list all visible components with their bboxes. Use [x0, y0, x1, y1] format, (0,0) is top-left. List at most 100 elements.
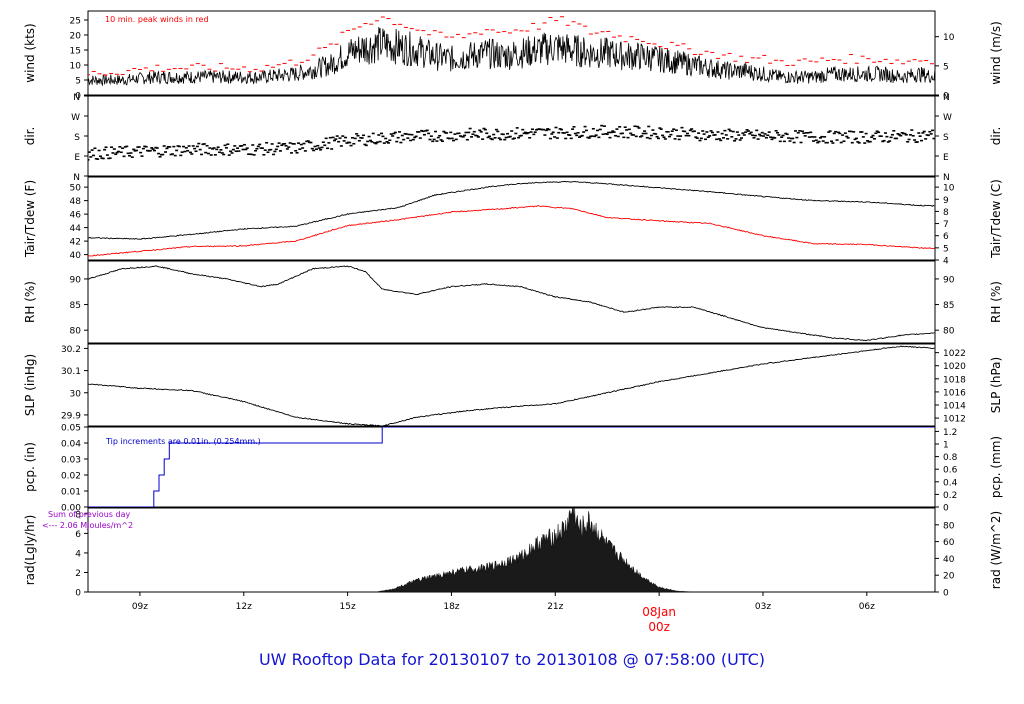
- temperature-ytick-label: 44: [70, 224, 82, 234]
- pressure-ylabel-right: SLP (hPa): [989, 357, 1003, 413]
- series-slp: [88, 345, 935, 426]
- pressure-frame: [87, 343, 936, 427]
- pressure-ylabel: SLP (inHg): [23, 354, 37, 416]
- pressure-ytick-label-right: 1022: [943, 349, 966, 359]
- radiation-annotation: <--- 2.06 MJoules/m^2: [42, 521, 133, 530]
- wind-ytick-label: 10: [70, 62, 82, 72]
- precipitation-ytick-label: 0.01: [61, 488, 81, 498]
- radiation-ytick-label-right: 40: [943, 555, 955, 565]
- precipitation-ytick-label: 0.05: [61, 424, 81, 434]
- x-tick-label: 12z: [236, 602, 252, 612]
- precipitation-ytick-label-right: 1: [943, 441, 949, 451]
- direction-ytick-label-right: N: [943, 93, 950, 103]
- radiation-ylabel-right: rad (W/m^2): [989, 511, 1003, 589]
- relative_humidity-ytick-label-right: 80: [943, 327, 955, 337]
- pressure-ytick-label-right: 1014: [943, 401, 966, 411]
- precipitation-ytick-label-right: 0.4: [943, 478, 958, 488]
- relative_humidity-ytick-label: 80: [70, 327, 82, 337]
- series-tdew: [88, 205, 935, 257]
- pressure-panel: 29.9 30 30.1 30.2 1012 1014 1016 1018 1020 1022 SL…: [23, 343, 1003, 427]
- relative_humidity-frame: [87, 260, 936, 344]
- precipitation-ytick-label-right: 0: [943, 504, 949, 514]
- pressure-ytick-label: 29.9: [61, 411, 81, 421]
- direction-ytick-label-right: W: [943, 113, 952, 123]
- temperature-ytick-label-right: 7: [943, 220, 949, 230]
- precipitation-ytick-label-right: 0.2: [943, 491, 957, 501]
- x-tick-label: 15z: [340, 602, 356, 612]
- wind-panel: 0 5 10 15 20 25 0 5 10 wind (kts) wind (m/s) 10 min…: [23, 10, 1003, 102]
- relative_humidity-ylabel-right: RH (%): [989, 281, 1003, 323]
- date-marker-label: 08Jan: [642, 605, 676, 619]
- radiation-ytick-label: 4: [75, 549, 81, 559]
- wind-ylabel: wind (kts): [23, 23, 37, 82]
- precipitation-ytick-label: 0.03: [61, 456, 81, 466]
- x-tick-label: 00z: [648, 620, 670, 634]
- temperature-frame: [87, 176, 936, 261]
- radiation-ytick-label: 0: [75, 589, 81, 599]
- x-tick-label: 09z: [132, 602, 148, 612]
- pressure-ytick-label-right: 1016: [943, 388, 966, 398]
- wind-ytick-label-right: 0: [943, 92, 949, 102]
- precipitation-ytick-label-right: 0.8: [943, 453, 958, 463]
- direction-data: [88, 124, 935, 161]
- relative_humidity-panel: 80 85 90 80 85 90 RH (%) RH (%): [23, 260, 1003, 344]
- direction-ytick-label: S: [74, 133, 80, 143]
- direction-ylabel-right: dir.: [989, 127, 1003, 146]
- pressure-ytick-label-right: 1018: [943, 375, 966, 385]
- radiation-ytick-label-right: 80: [943, 521, 955, 531]
- precipitation-panel: 0.00 0.01 0.02 0.03 0.04 0.05 0 0.2 0.4 0.6 0.8 1 1.…: [23, 424, 1003, 514]
- direction-ytick-label-right: E: [943, 153, 949, 163]
- precipitation-ytick-label: 0.02: [61, 472, 81, 482]
- x-tick-label: 21z: [547, 602, 563, 612]
- footer-title: UW Rooftop Data for 20130107 to 20130108…: [258, 650, 766, 669]
- temperature-ytick-label-right: 5: [943, 244, 949, 254]
- series-tair: [88, 180, 935, 240]
- radiation-data: [88, 508, 935, 592]
- direction-ytick-label-right: N: [943, 173, 950, 183]
- wind-data: [88, 16, 935, 87]
- precipitation-ylabel: pcp. (in): [23, 442, 37, 492]
- pressure-ytick-label: 30: [70, 389, 82, 399]
- wind-ytick-label: 20: [70, 32, 82, 42]
- radiation-annotation: Sum of previous day: [48, 510, 130, 519]
- x-tick-label: 18z: [443, 602, 459, 612]
- temperature-ytick-label-right: 6: [943, 232, 949, 242]
- direction-ytick-label-right: S: [943, 133, 949, 143]
- temperature-ylabel: Tair/Tdew (F): [23, 180, 37, 258]
- direction-ytick-label: N: [73, 173, 80, 183]
- precip-annotation: Tip increments are 0.01in. (0.254mm.): [105, 437, 261, 446]
- temperature-ytick-label: 40: [70, 251, 82, 261]
- wind-ytick-label: 25: [70, 17, 81, 27]
- radiation-ytick-label: 8: [75, 510, 81, 520]
- temperature-ytick-label-right: 10: [943, 184, 955, 194]
- series-solar: [88, 508, 935, 592]
- precipitation-data: [88, 427, 935, 507]
- pressure-data: [88, 345, 935, 426]
- pressure-ytick-label-right: 1020: [943, 362, 966, 372]
- direction-ytick-label: W: [71, 113, 80, 123]
- precipitation-ytick-label: 0.04: [61, 440, 81, 450]
- temperature-ytick-label: 48: [70, 197, 82, 207]
- temperature-data: [88, 180, 935, 257]
- series-wind_mean: [88, 26, 935, 87]
- temperature-ytick-label: 50: [70, 184, 82, 194]
- temperature-ytick-label: 46: [70, 211, 82, 221]
- relative_humidity-ytick-label-right: 85: [943, 301, 954, 311]
- x-tick-label: 03z: [755, 602, 771, 612]
- precipitation-ytick-label-right: 1.2: [943, 428, 957, 438]
- relative_humidity-ytick-label: 90: [70, 275, 82, 285]
- relative_humidity-data: [88, 265, 935, 342]
- wind-ytick-label: 5: [75, 77, 81, 87]
- series-rh: [88, 265, 935, 342]
- radiation-ytick-label-right: 0: [943, 589, 949, 599]
- wind-annotation: 10 min. peak winds in red: [105, 15, 209, 24]
- wind-ylabel-right: wind (m/s): [989, 21, 1003, 85]
- pressure-ytick-label-right: 1012: [943, 415, 966, 425]
- series-precip_accum: [88, 427, 935, 507]
- temperature-ytick-label-right: 4: [943, 257, 949, 267]
- temperature-ytick-label-right: 8: [943, 208, 949, 218]
